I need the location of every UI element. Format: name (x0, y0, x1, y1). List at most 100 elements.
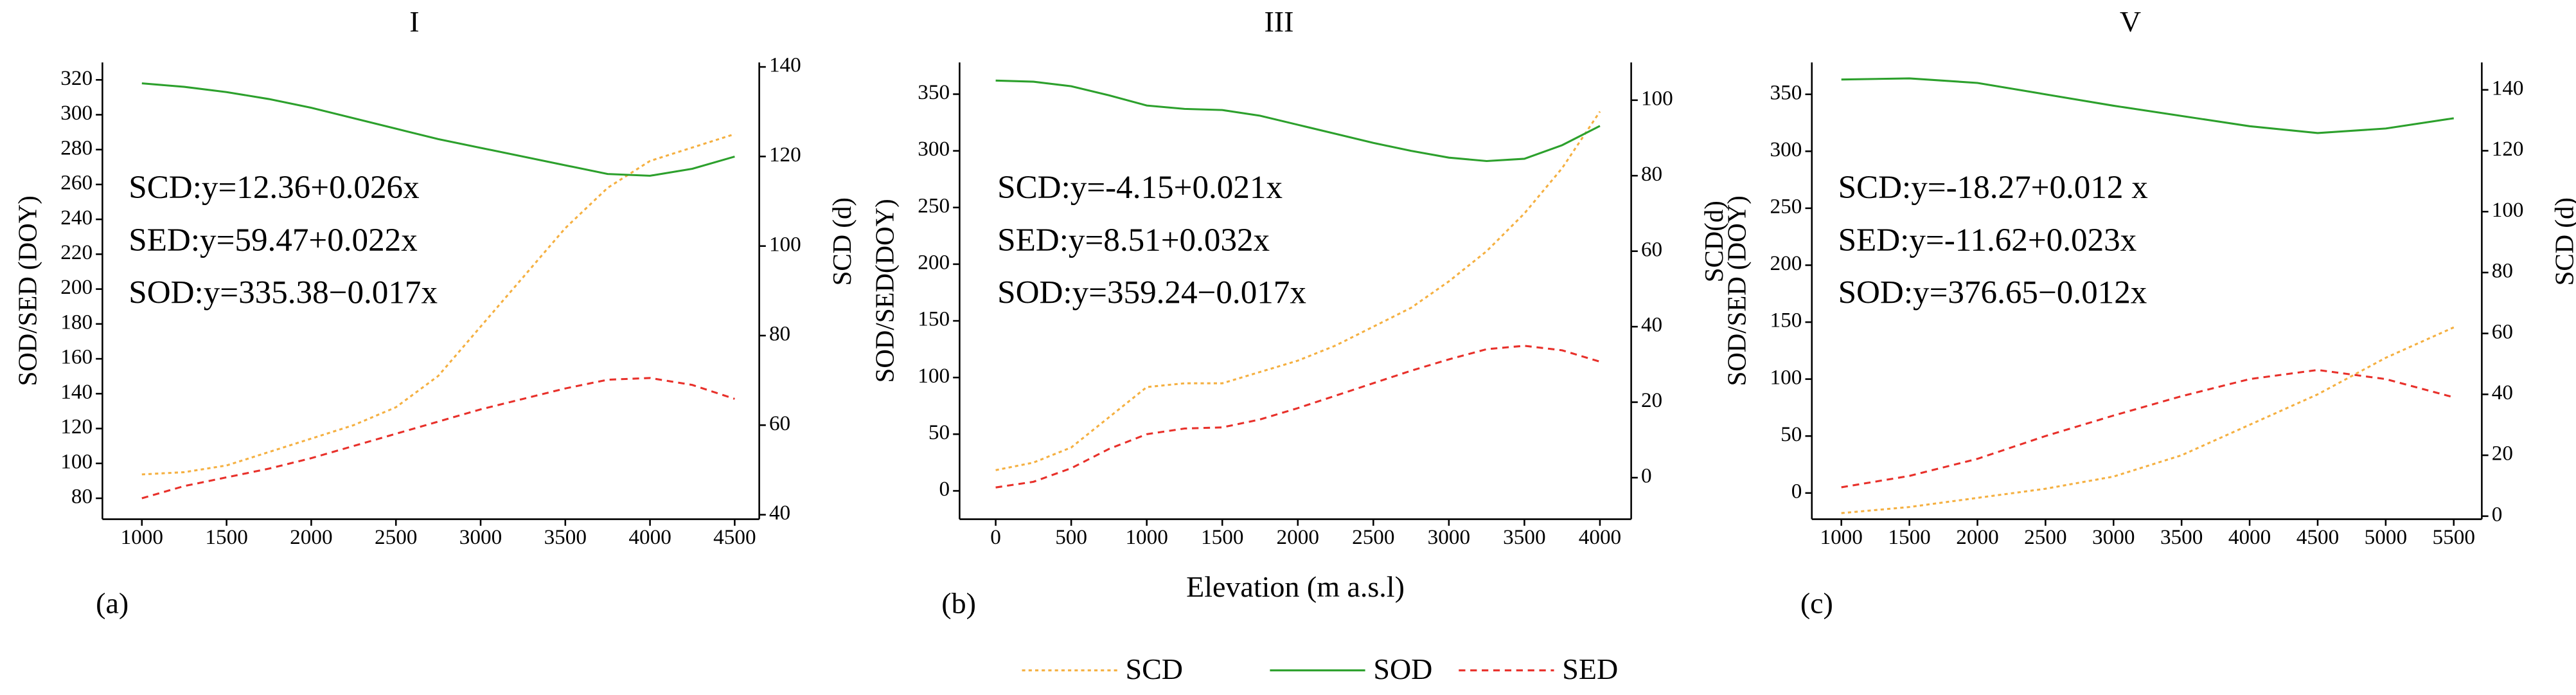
y2-tick-label: 100 (1641, 86, 1673, 110)
y2-tick-label: 120 (2492, 137, 2524, 161)
y-axis-label: SOD/SED (DOY) (1723, 195, 1752, 386)
y-tick-label: 250 (918, 194, 950, 217)
y-tick-label: 120 (60, 415, 93, 438)
legend-label: SED (1562, 653, 1618, 685)
series-line (141, 377, 735, 500)
x-tick-label: 0 (990, 525, 1001, 549)
x-tick-label: 1500 (1888, 525, 1930, 549)
y-tick-label: 150 (1770, 309, 1802, 332)
y2-axis-label: SCD (d) (2550, 197, 2576, 285)
y-tick-label: 260 (60, 171, 93, 195)
series-line (1841, 326, 2455, 514)
x-tick-label: 4500 (2296, 525, 2339, 549)
equation: SED:y=-11.62+0.023x (1838, 222, 2137, 258)
y2-tick-label: 140 (2492, 76, 2524, 100)
x-tick-label: 5500 (2433, 525, 2475, 549)
x-tick-label: 3000 (1428, 525, 1470, 549)
panel-label: (a) (96, 587, 129, 620)
x-tick-label: 2000 (1277, 525, 1319, 549)
y-tick-label: 0 (1791, 479, 1802, 503)
equation: SOD:y=335.38−0.017x (129, 275, 438, 311)
y-tick-label: 350 (1770, 80, 1802, 104)
y2-tick-label: 140 (769, 53, 801, 77)
y2-tick-label: 100 (2492, 198, 2524, 222)
y2-tick-label: 0 (1641, 464, 1652, 488)
x-tick-label: 3500 (1503, 525, 1545, 549)
x-tick-label: 1500 (1201, 525, 1243, 549)
x-tick-label: 3500 (2160, 525, 2203, 549)
y2-tick-label: 60 (769, 411, 790, 435)
y-tick-label: 250 (1770, 195, 1802, 219)
x-tick-label: 2500 (2024, 525, 2066, 549)
y-tick-label: 100 (918, 364, 950, 388)
y-tick-label: 140 (60, 380, 93, 404)
y-axis-label: SOD/SED (DOY) (13, 195, 42, 386)
series-line (995, 79, 1601, 163)
series-line (1841, 77, 2454, 134)
equation: SCD:y=-4.15+0.021x (997, 169, 1283, 206)
y2-axis-label: SCD (d) (828, 197, 857, 285)
y2-tick-label: 60 (1641, 237, 1662, 261)
y-tick-label: 150 (918, 307, 950, 331)
y-axis-label: SOD/SED(DOY) (870, 199, 899, 383)
y-tick-label: 350 (918, 80, 950, 104)
y-tick-label: 100 (60, 449, 93, 473)
series-line (995, 345, 1601, 489)
x-tick-label: 4000 (2228, 525, 2271, 549)
x-tick-label: 2000 (290, 525, 332, 549)
equation: SCD:y=12.36+0.026x (129, 169, 419, 206)
y2-tick-label: 80 (769, 322, 790, 346)
legend-entry: SCD (1022, 653, 1183, 685)
panel-label: (b) (941, 587, 976, 620)
equation: SCD:y=-18.27+0.012 x (1838, 169, 2148, 206)
x-tick-label: 1000 (1125, 525, 1168, 549)
x-tick-label: 3000 (2092, 525, 2135, 549)
y-tick-label: 160 (60, 345, 93, 369)
x-tick-label: 2500 (375, 525, 417, 549)
x-tick-label: 4500 (713, 525, 756, 549)
x-axis-label: Elevation (m a.s.l) (1186, 570, 1405, 603)
y2-tick-label: 80 (1641, 162, 1662, 186)
equation: SED:y=59.47+0.022x (129, 222, 418, 258)
y2-tick-label: 80 (2492, 259, 2513, 283)
equation: SED:y=8.51+0.032x (997, 222, 1270, 258)
equation: SOD:y=359.24−0.017x (997, 275, 1306, 311)
y-tick-label: 300 (918, 137, 950, 161)
y2-tick-label: 20 (1641, 388, 1662, 412)
x-tick-label: 1000 (1820, 525, 1862, 549)
x-tick-label: 500 (1055, 525, 1087, 549)
x-tick-label: 3500 (544, 525, 587, 549)
x-tick-label: 5000 (2365, 525, 2407, 549)
series-line (995, 111, 1601, 471)
equation: SOD:y=376.65−0.012x (1838, 275, 2147, 311)
y-tick-label: 280 (60, 136, 93, 159)
x-tick-label: 2500 (1352, 525, 1394, 549)
x-tick-label: 3000 (459, 525, 502, 549)
panel-label: (c) (1800, 587, 1833, 620)
y2-tick-label: 40 (1641, 313, 1662, 337)
y2-tick-label: 0 (2492, 502, 2503, 526)
panel-title: III (1264, 5, 1293, 38)
x-tick-label: 1500 (205, 525, 247, 549)
x-tick-label: 4000 (628, 525, 671, 549)
panel-title: V (2120, 5, 2141, 38)
y-tick-label: 240 (60, 206, 93, 230)
y2-tick-label: 120 (769, 143, 801, 167)
y-tick-label: 50 (928, 420, 950, 444)
y2-tick-label: 60 (2492, 320, 2513, 343)
panel-title: I (409, 5, 419, 38)
series-line (1841, 368, 2455, 489)
x-tick-label: 1000 (121, 525, 163, 549)
y2-tick-label: 100 (769, 232, 801, 256)
x-tick-label: 2000 (1956, 525, 1998, 549)
y2-tick-label: 20 (2492, 442, 2513, 465)
x-tick-label: 4000 (1579, 525, 1621, 549)
y-tick-label: 80 (71, 485, 93, 509)
series-line (141, 82, 735, 177)
y2-tick-label: 40 (2492, 381, 2513, 404)
y-tick-label: 0 (939, 477, 950, 501)
y-tick-label: 200 (60, 275, 93, 299)
series-line (141, 133, 735, 476)
